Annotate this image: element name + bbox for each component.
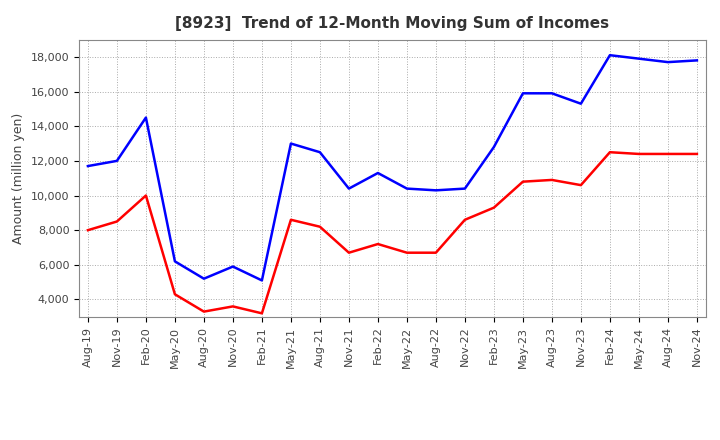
- Net Income: [84, 227, 92, 233]
- Net Income: [577, 183, 585, 188]
- Ordinary Income: [315, 150, 324, 155]
- Ordinary Income: [142, 115, 150, 120]
- Net Income: [693, 151, 701, 157]
- Ordinary Income: [577, 101, 585, 106]
- Net Income: [258, 311, 266, 316]
- Net Income: [431, 250, 440, 255]
- Net Income: [664, 151, 672, 157]
- Net Income: [199, 309, 208, 314]
- Ordinary Income: [345, 186, 354, 191]
- Net Income: [461, 217, 469, 222]
- Net Income: [112, 219, 121, 224]
- Net Income: [142, 193, 150, 198]
- Ordinary Income: [431, 188, 440, 193]
- Title: [8923]  Trend of 12-Month Moving Sum of Incomes: [8923] Trend of 12-Month Moving Sum of I…: [176, 16, 609, 32]
- Ordinary Income: [287, 141, 295, 146]
- Net Income: [490, 205, 498, 210]
- Ordinary Income: [664, 59, 672, 65]
- Net Income: [315, 224, 324, 229]
- Ordinary Income: [199, 276, 208, 281]
- Ordinary Income: [228, 264, 237, 269]
- Net Income: [287, 217, 295, 222]
- Ordinary Income: [518, 91, 527, 96]
- Net Income: [171, 292, 179, 297]
- Net Income: [634, 151, 643, 157]
- Ordinary Income: [461, 186, 469, 191]
- Net Income: [228, 304, 237, 309]
- Line: Net Income: Net Income: [88, 152, 697, 313]
- Ordinary Income: [693, 58, 701, 63]
- Ordinary Income: [490, 144, 498, 150]
- Net Income: [345, 250, 354, 255]
- Net Income: [606, 150, 614, 155]
- Net Income: [374, 242, 382, 247]
- Y-axis label: Amount (million yen): Amount (million yen): [12, 113, 25, 244]
- Ordinary Income: [402, 186, 411, 191]
- Ordinary Income: [84, 163, 92, 169]
- Net Income: [548, 177, 557, 183]
- Ordinary Income: [374, 170, 382, 176]
- Line: Ordinary Income: Ordinary Income: [88, 55, 697, 280]
- Ordinary Income: [548, 91, 557, 96]
- Ordinary Income: [634, 56, 643, 61]
- Ordinary Income: [112, 158, 121, 164]
- Ordinary Income: [258, 278, 266, 283]
- Net Income: [402, 250, 411, 255]
- Ordinary Income: [606, 52, 614, 58]
- Ordinary Income: [171, 259, 179, 264]
- Net Income: [518, 179, 527, 184]
